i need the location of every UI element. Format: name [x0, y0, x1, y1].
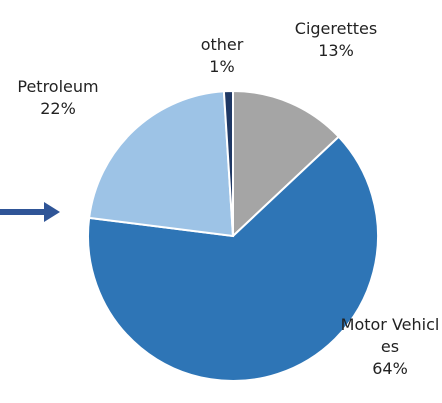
value-label: 22%: [40, 99, 76, 118]
slice-label: Cigerettes 13%: [292, 18, 380, 62]
pie-slice: [87, 135, 379, 382]
pie-slice: [232, 89, 341, 239]
slice-label: Motor Vehicles 64%: [340, 314, 440, 380]
pie-slice: [88, 90, 235, 238]
value-label: 13%: [318, 41, 354, 60]
category-label: Petroleum: [17, 77, 99, 96]
category-label: Cigerettes: [294, 19, 378, 38]
value-label: 64%: [372, 359, 408, 378]
arrow-head: [44, 202, 60, 222]
pie-slice: [222, 89, 234, 237]
category-label: Motor Vehicles: [340, 315, 440, 356]
slice-label: Petroleum 22%: [10, 76, 106, 120]
category-label: other: [200, 35, 244, 54]
value-label: 1%: [209, 57, 235, 76]
slice-label: other 1%: [186, 34, 258, 78]
